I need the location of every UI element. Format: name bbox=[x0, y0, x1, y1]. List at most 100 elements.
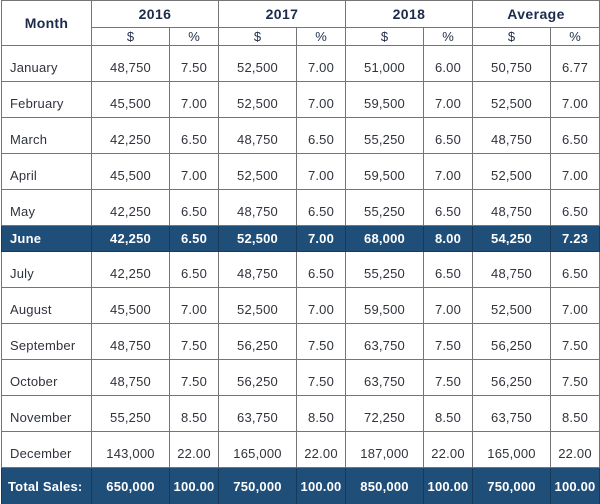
total-dollar-cell: 750,000 bbox=[218, 467, 297, 504]
percent-cell: 7.00 bbox=[296, 225, 346, 252]
percent-cell: 7.50 bbox=[296, 359, 346, 396]
percent-cell: 7.00 bbox=[169, 287, 219, 324]
percent-cell: 6.50 bbox=[169, 117, 219, 154]
dollar-cell: 56,250 bbox=[472, 323, 551, 360]
dollar-cell: 42,250 bbox=[91, 189, 170, 226]
percent-subheader: % bbox=[549, 27, 600, 46]
table-header: Month 2016 2017 2018 Average $ % $ % $ %… bbox=[1, 0, 600, 46]
year-header-2016: 2016 bbox=[91, 0, 219, 28]
percent-cell: 6.50 bbox=[296, 117, 346, 154]
percent-cell: 7.50 bbox=[169, 323, 219, 360]
dollar-cell: 56,250 bbox=[472, 359, 551, 396]
percent-cell: 6.50 bbox=[423, 251, 473, 288]
dollar-cell: 165,000 bbox=[218, 431, 297, 468]
percent-cell: 7.50 bbox=[549, 359, 600, 396]
dollar-cell: 45,500 bbox=[91, 287, 170, 324]
dollar-cell: 48,750 bbox=[91, 45, 170, 82]
table-row: January 48,750 7.50 52,500 7.00 51,000 6.00 50,… bbox=[1, 45, 600, 82]
year-header-2018: 2018 bbox=[345, 0, 473, 28]
dollar-cell: 55,250 bbox=[91, 395, 170, 432]
percent-cell: 6.00 bbox=[423, 45, 473, 82]
percent-cell: 7.00 bbox=[169, 81, 219, 118]
dollar-subheader: $ bbox=[345, 27, 424, 46]
table-row: July 42,250 6.50 48,750 6.50 55,250 6.50 48,750… bbox=[1, 251, 600, 288]
percent-cell: 6.50 bbox=[423, 189, 473, 226]
dollar-cell: 59,500 bbox=[345, 81, 424, 118]
dollar-cell: 42,250 bbox=[91, 117, 170, 154]
total-dollar-cell: 750,000 bbox=[472, 467, 551, 504]
table-row: December 143,000 22.00 165,000 22.00 187,000 2… bbox=[1, 431, 600, 468]
dollar-cell: 42,250 bbox=[91, 251, 170, 288]
dollar-cell: 48,750 bbox=[91, 323, 170, 360]
header-row-years: Month 2016 2017 2018 Average bbox=[1, 0, 600, 46]
month-cell: June bbox=[1, 225, 92, 252]
month-column-header: Month bbox=[1, 0, 92, 46]
dollar-cell: 52,500 bbox=[472, 81, 551, 118]
month-cell: May bbox=[1, 189, 92, 226]
percent-cell: 7.00 bbox=[169, 153, 219, 190]
percent-cell: 6.50 bbox=[169, 251, 219, 288]
percent-cell: 7.00 bbox=[549, 81, 600, 118]
table-row: March 42,250 6.50 48,750 6.50 55,250 6.50 48,75… bbox=[1, 117, 600, 154]
month-cell: March bbox=[1, 117, 92, 154]
dollar-cell: 52,500 bbox=[472, 287, 551, 324]
year-header-average: Average bbox=[471, 0, 600, 28]
percent-cell: 22.00 bbox=[296, 431, 346, 468]
dollar-cell: 50,750 bbox=[472, 45, 551, 82]
dollar-cell: 52,500 bbox=[218, 225, 297, 252]
percent-cell: 22.00 bbox=[423, 431, 473, 468]
dollar-cell: 59,500 bbox=[345, 153, 424, 190]
table-row: October 48,750 7.50 56,250 7.50 63,750 7.50 56,… bbox=[1, 359, 600, 396]
dollar-cell: 72,250 bbox=[345, 395, 424, 432]
total-percent-cell: 100.00 bbox=[423, 467, 473, 504]
total-percent-cell: 100.00 bbox=[549, 467, 600, 504]
percent-cell: 8.00 bbox=[423, 225, 473, 252]
dollar-cell: 56,250 bbox=[218, 359, 297, 396]
dollar-cell: 45,500 bbox=[91, 81, 170, 118]
percent-cell: 7.50 bbox=[169, 359, 219, 396]
percent-cell: 7.00 bbox=[423, 287, 473, 324]
dollar-cell: 51,000 bbox=[345, 45, 424, 82]
percent-cell: 6.50 bbox=[549, 117, 600, 154]
table-row-highlighted: June 42,250 6.50 52,500 7.00 68,000 8.00 54,250… bbox=[1, 225, 600, 252]
dollar-cell: 48,750 bbox=[472, 189, 551, 226]
header-row-units: $ % $ % $ % $ % bbox=[2, 27, 600, 46]
dollar-cell: 68,000 bbox=[345, 225, 424, 252]
dollar-cell: 52,500 bbox=[218, 45, 297, 82]
percent-cell: 7.00 bbox=[549, 153, 600, 190]
percent-subheader: % bbox=[169, 27, 219, 46]
dollar-cell: 48,750 bbox=[472, 251, 551, 288]
percent-cell: 22.00 bbox=[549, 431, 600, 468]
dollar-cell: 59,500 bbox=[345, 287, 424, 324]
percent-cell: 7.00 bbox=[423, 153, 473, 190]
percent-cell: 7.50 bbox=[296, 323, 346, 360]
percent-cell: 6.50 bbox=[549, 251, 600, 288]
percent-cell: 7.00 bbox=[296, 45, 346, 82]
table-body: January 48,750 7.50 52,500 7.00 51,000 6.00 50,… bbox=[1, 45, 600, 468]
dollar-cell: 48,750 bbox=[218, 117, 297, 154]
percent-cell: 6.50 bbox=[169, 225, 219, 252]
month-cell: January bbox=[1, 45, 92, 82]
percent-cell: 7.50 bbox=[169, 45, 219, 82]
table-row: April 45,500 7.00 52,500 7.00 59,500 7.00 52,50… bbox=[1, 153, 600, 190]
table-row: February 45,500 7.00 52,500 7.00 59,500 7.00 52… bbox=[1, 81, 600, 118]
year-header-2017: 2017 bbox=[218, 0, 346, 28]
dollar-cell: 63,750 bbox=[345, 359, 424, 396]
dollar-subheader: $ bbox=[91, 27, 170, 46]
percent-cell: 6.50 bbox=[296, 251, 346, 288]
month-cell: July bbox=[1, 251, 92, 288]
month-cell: February bbox=[1, 81, 92, 118]
percent-cell: 6.77 bbox=[549, 45, 600, 82]
month-cell: November bbox=[1, 395, 92, 432]
table-row: November 55,250 8.50 63,750 8.50 72,250 8.50 63… bbox=[1, 395, 600, 432]
percent-cell: 8.50 bbox=[296, 395, 346, 432]
dollar-cell: 45,500 bbox=[91, 153, 170, 190]
percent-cell: 8.50 bbox=[169, 395, 219, 432]
month-cell: December bbox=[1, 431, 92, 468]
percent-cell: 7.00 bbox=[296, 287, 346, 324]
dollar-cell: 52,500 bbox=[472, 153, 551, 190]
percent-cell: 6.50 bbox=[169, 189, 219, 226]
dollar-cell: 55,250 bbox=[345, 189, 424, 226]
total-row: Total Sales: 650,000 100.00 750,000 100.00 8… bbox=[1, 467, 600, 504]
dollar-cell: 48,750 bbox=[218, 251, 297, 288]
